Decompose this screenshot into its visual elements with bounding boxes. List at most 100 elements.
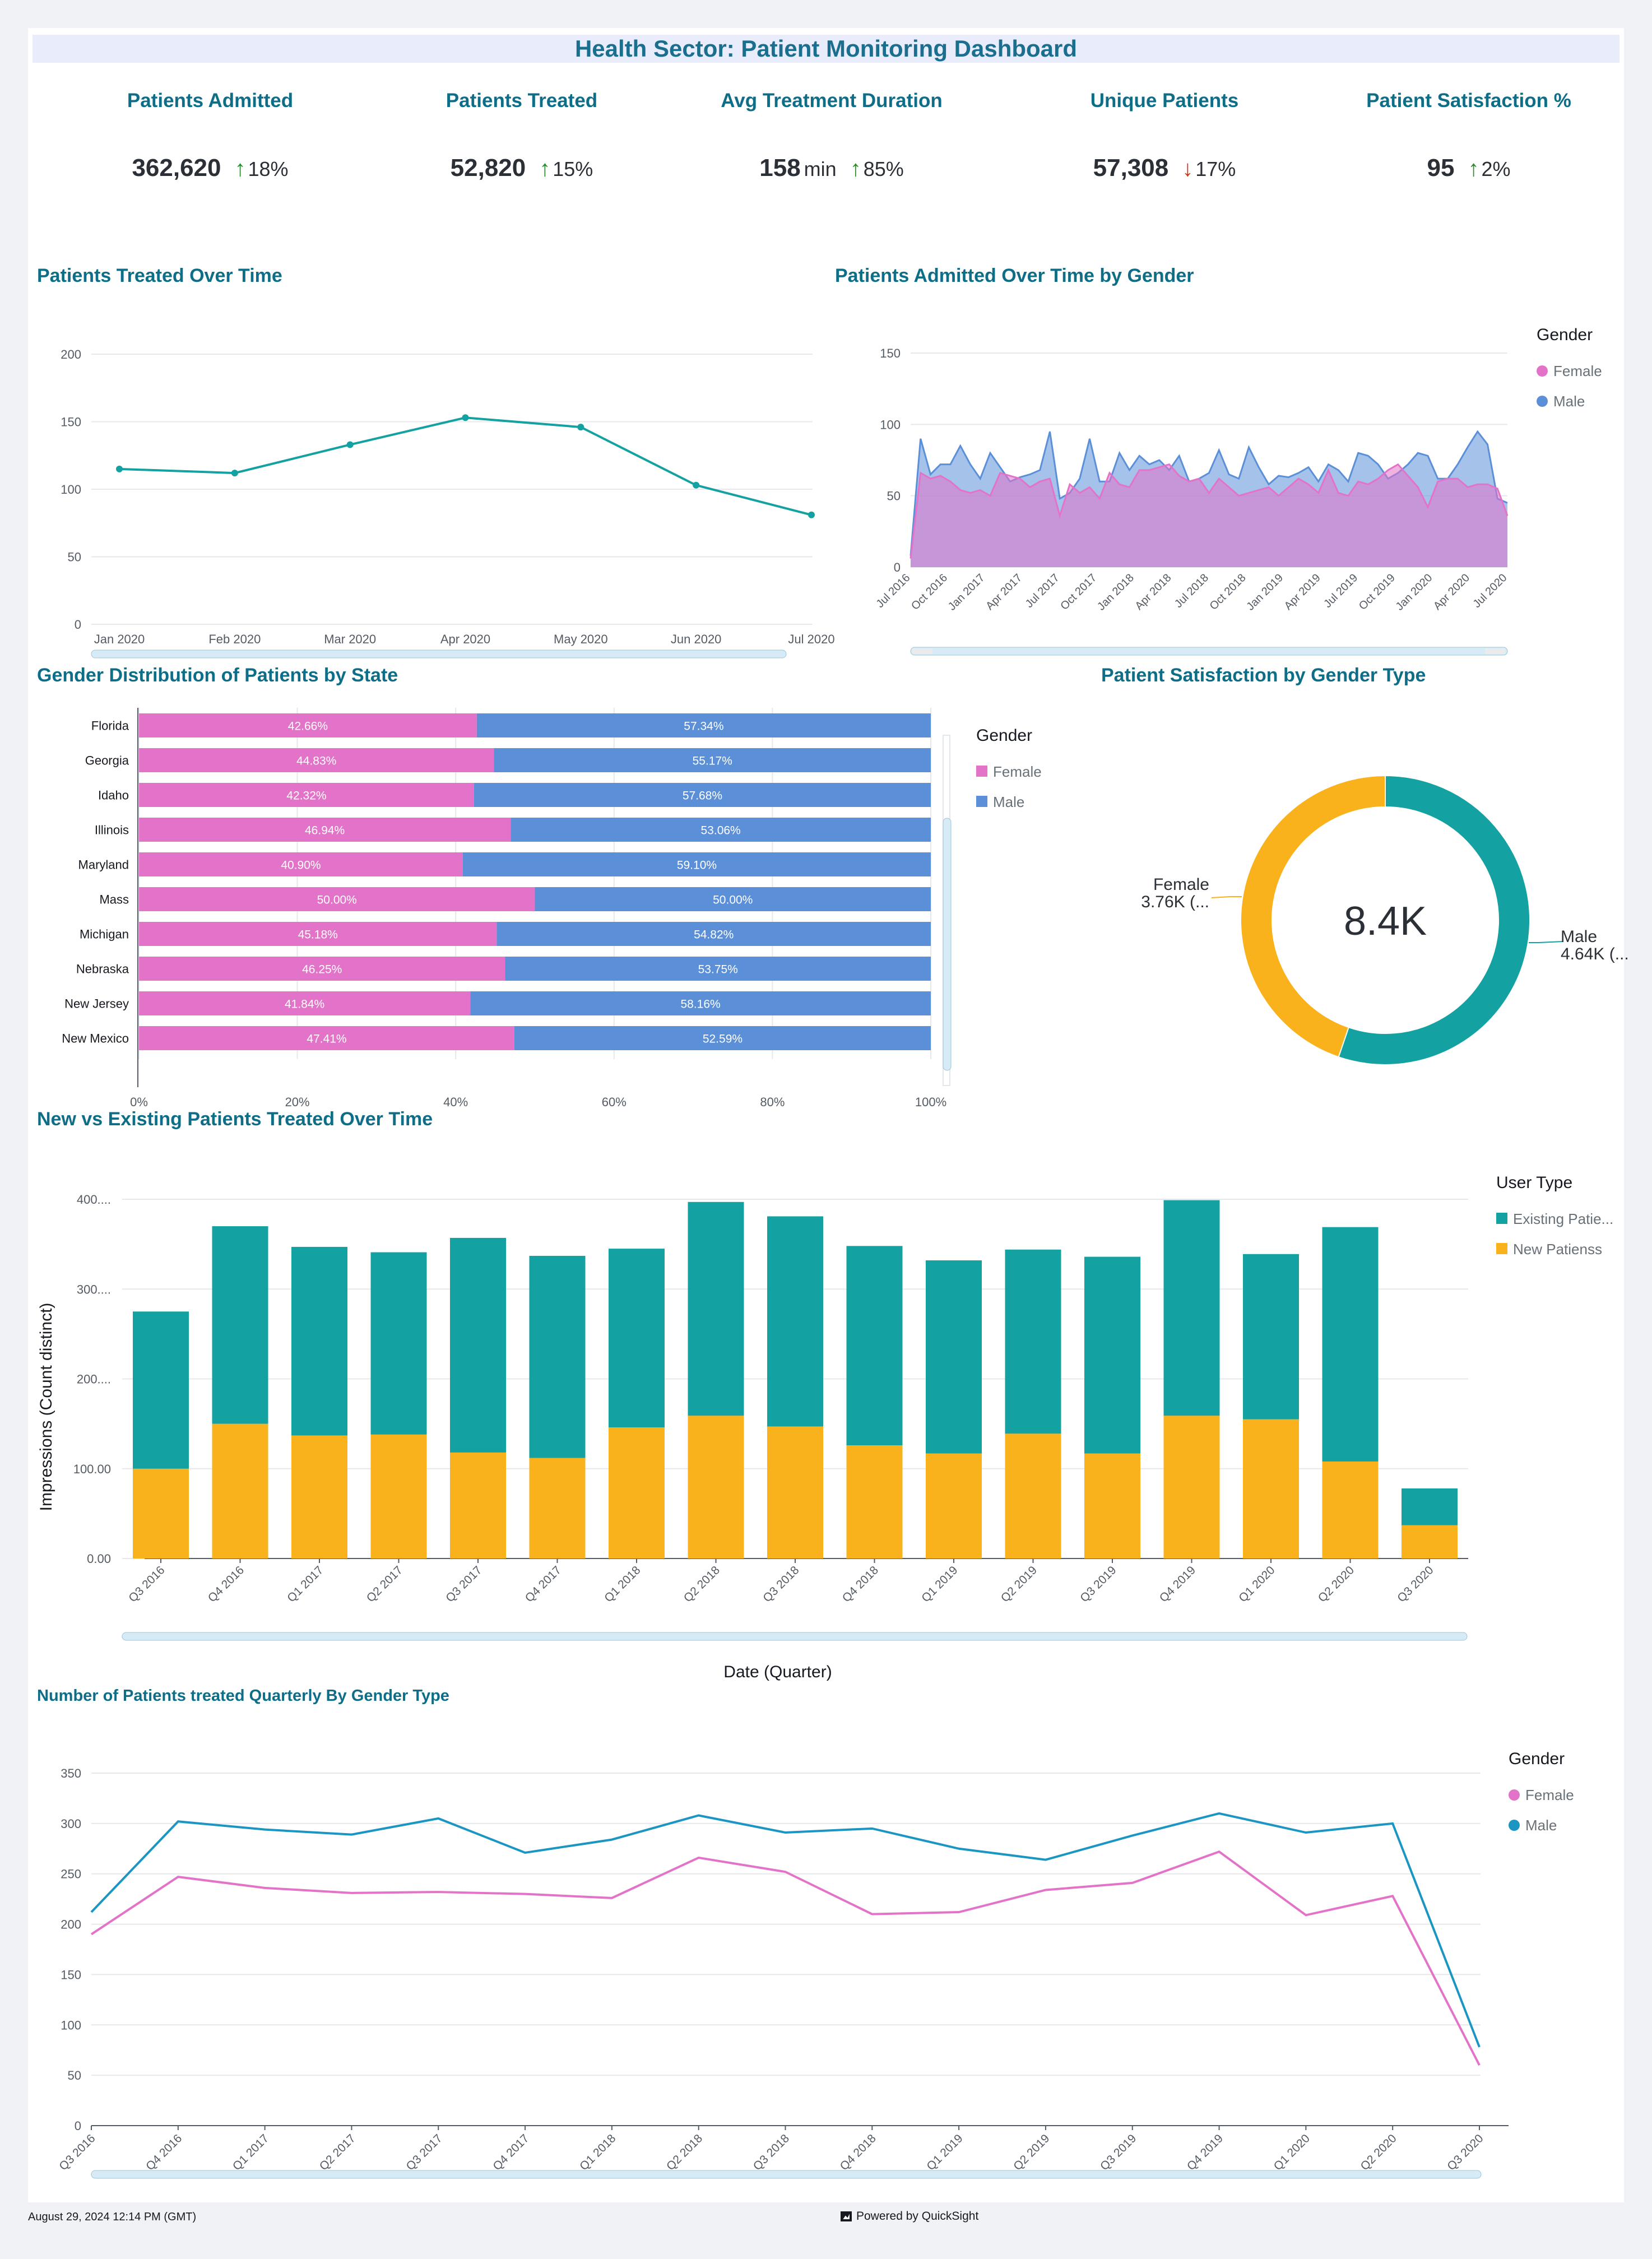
female-series-line [90, 1850, 1481, 2066]
legend-swatch[interactable] [976, 796, 987, 807]
legend-swatch[interactable] [1509, 1820, 1520, 1831]
male-bar [511, 818, 931, 842]
existing-patients-bar [450, 1237, 506, 1453]
x-tick-label: Q4 2016 [206, 1564, 247, 1604]
x-tick-label: Jan 2020 [1394, 572, 1435, 613]
data-label: 46.94% [305, 824, 345, 837]
data-label: 57.34% [684, 720, 723, 733]
new-vs-existing-chart: 0.00 100.00 200.... 300.... 400.... Impressio… [37, 1173, 1613, 1681]
quarterly-by-gender-chart: 0 50 100 150 200 250 300 350 Q3 2016 Q4 2016 Q1 20… [57, 1750, 1574, 2179]
new-patients-bar [529, 1458, 586, 1558]
quicksight-icon [841, 2211, 852, 2222]
female-series-area [911, 464, 1507, 567]
legend-label: Male [1553, 393, 1585, 410]
data-label: 47.41% [307, 1033, 346, 1046]
x-tick-label: Apr 2017 [983, 572, 1024, 613]
legend-label: Female [1553, 363, 1602, 379]
existing-patients-bar [133, 1311, 189, 1469]
y-tick-label: 0 [75, 618, 81, 632]
x-tick-label: Q2 2017 [317, 2132, 358, 2173]
female-bar [139, 922, 497, 946]
legend-label: Existing Patie... [1513, 1210, 1613, 1227]
x-tick-label: Q3 2018 [760, 1564, 801, 1604]
new-patients-bar [291, 1435, 347, 1558]
x-tick-label: Oct 2018 [1208, 572, 1249, 613]
x-tick-label: Q2 2017 [364, 1564, 405, 1604]
x-tick-label: Feb 2020 [208, 632, 261, 646]
existing-patients-bar [529, 1255, 586, 1458]
new-patients-bar [1322, 1461, 1379, 1558]
x-tick-label: Q2 2020 [1358, 2132, 1399, 2173]
y-tick-label: 0 [75, 2119, 81, 2133]
kpi-patients-admitted[interactable]: Patients Admitted 362,620 ↑ 18% [76, 84, 345, 213]
kpi-title: Patient Satisfaction % [1366, 90, 1571, 112]
x-tick-label: Q1 2020 [1272, 2132, 1312, 2173]
series-line [119, 416, 812, 516]
data-point [116, 465, 123, 472]
x-tick-label: Q3 2016 [126, 1564, 167, 1604]
x-tick-label: Jul 2019 [1321, 572, 1360, 610]
dashboard-canvas: Health Sector: Patient Monitoring Dashbo… [28, 28, 1629, 2202]
x-tick-label: Jan 2017 [946, 572, 987, 613]
existing-patients-bar [688, 1202, 744, 1416]
new-patients-bar [450, 1452, 506, 1558]
x-tick-label: Q4 2019 [1157, 1564, 1198, 1604]
legend-swatch[interactable] [1496, 1213, 1507, 1224]
new-patients-bar [1402, 1525, 1458, 1558]
x-tick-label: Q1 2018 [577, 2132, 618, 2173]
data-point [693, 481, 700, 489]
chart-title-gender-by-state: Gender Distribution of Patients by State [37, 665, 398, 686]
kpi-unique-patients[interactable]: Unique Patients 57,308 ↓ 17% [1030, 84, 1299, 213]
male-bar [496, 922, 931, 946]
x-tick-label: 40% [443, 1095, 468, 1109]
legend-label: Female [993, 763, 1042, 780]
y-tick-label: Georgia [85, 754, 129, 768]
scrollbar[interactable] [91, 2170, 1482, 2179]
data-point [577, 424, 584, 431]
data-label: 54.82% [694, 929, 734, 941]
x-tick-label: Q1 2019 [924, 2132, 965, 2173]
existing-patients-bar [1005, 1249, 1061, 1434]
new-patients-bar [846, 1445, 903, 1558]
kpi-change: 18% [248, 157, 289, 180]
male-series-line [90, 1812, 1481, 2048]
y-tick-label: Nebraska [76, 962, 129, 976]
x-tick-label: Q1 2020 [1236, 1564, 1277, 1604]
chart-title-treated-over-time: Patients Treated Over Time [37, 265, 282, 286]
scrollbar[interactable] [910, 647, 1508, 656]
x-tick-label: Apr 2020 [1431, 572, 1472, 613]
x-tick-label: Apr 2020 [440, 632, 490, 646]
x-axis-title: Date (Quarter) [723, 1663, 832, 1681]
kpi-patient-satisfaction[interactable]: Patient Satisfaction % 95 ↑ 2% [1334, 84, 1603, 213]
y-tick-label: 50 [68, 550, 81, 564]
legend-swatch[interactable] [1537, 396, 1548, 407]
legend-swatch[interactable] [976, 766, 987, 777]
x-tick-label: Q3 2016 [57, 2132, 98, 2173]
legend-swatch[interactable] [1509, 1789, 1520, 1801]
new-patients-bar [926, 1453, 982, 1558]
scrollbar[interactable] [122, 1632, 1468, 1641]
chart-title-new-vs-existing: New vs Existing Patients Treated Over Ti… [37, 1108, 433, 1130]
legend-swatch[interactable] [1537, 365, 1548, 377]
male-bar [494, 748, 931, 772]
x-tick-label: Jul 2020 [788, 632, 834, 646]
dashboard-title: Health Sector: Patient Monitoring Dashbo… [33, 35, 1619, 63]
data-label: 41.84% [285, 998, 324, 1011]
legend-swatch[interactable] [1496, 1243, 1507, 1254]
kpi-patients-treated[interactable]: Patients Treated 52,820 ↑ 15% [387, 84, 656, 213]
new-patients-bar [688, 1416, 744, 1558]
existing-patients-bar [291, 1246, 347, 1436]
data-label: 55.17% [693, 755, 732, 768]
scrollbar[interactable] [91, 650, 787, 658]
existing-patients-bar [609, 1249, 665, 1428]
legend-title: User Type [1496, 1173, 1572, 1192]
arrow-up-icon: ↑ [234, 156, 246, 181]
kpi-avg-treatment-duration[interactable]: Avg Treatment Duration 158 min ↑ 85% [697, 84, 966, 213]
new-patients-bar [1084, 1453, 1140, 1558]
data-label: 57.68% [683, 790, 722, 803]
x-tick-label: 60% [602, 1095, 627, 1109]
y-tick-label: Mass [99, 893, 129, 907]
scrollbar[interactable] [943, 818, 952, 1071]
